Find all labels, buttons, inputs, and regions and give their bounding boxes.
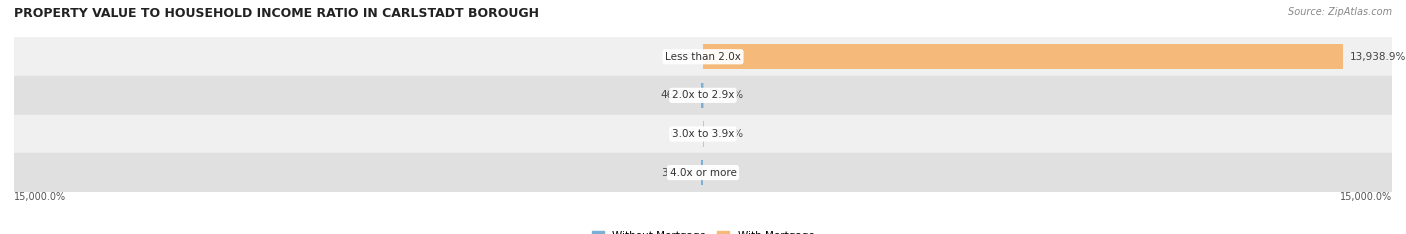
Text: 3.0x to 3.9x: 3.0x to 3.9x [672, 129, 734, 139]
Legend: Without Mortgage, With Mortgage: Without Mortgage, With Mortgage [588, 227, 818, 234]
Text: 4.0x or more: 4.0x or more [669, 168, 737, 178]
Text: Less than 2.0x: Less than 2.0x [665, 52, 741, 62]
Text: 9.7%: 9.7% [710, 168, 737, 178]
Bar [14, 37, 1392, 76]
Text: Source: ZipAtlas.com: Source: ZipAtlas.com [1288, 7, 1392, 17]
Text: 8.9%: 8.9% [669, 52, 696, 62]
Bar [703, 44, 1343, 69]
Bar [14, 153, 1392, 192]
Text: 46.8%: 46.8% [661, 90, 695, 100]
Text: 38.1%: 38.1% [661, 168, 695, 178]
Bar [14, 76, 1392, 115]
Text: 6.2%: 6.2% [669, 129, 696, 139]
Bar [700, 83, 703, 108]
Text: 15,000.0%: 15,000.0% [1340, 192, 1392, 202]
Text: 16.6%: 16.6% [710, 129, 744, 139]
Text: 11.6%: 11.6% [710, 90, 744, 100]
Bar [14, 115, 1392, 153]
Text: 15,000.0%: 15,000.0% [14, 192, 66, 202]
Text: 13,938.9%: 13,938.9% [1350, 52, 1406, 62]
Text: 2.0x to 2.9x: 2.0x to 2.9x [672, 90, 734, 100]
Text: PROPERTY VALUE TO HOUSEHOLD INCOME RATIO IN CARLSTADT BOROUGH: PROPERTY VALUE TO HOUSEHOLD INCOME RATIO… [14, 7, 538, 20]
Bar [702, 160, 703, 185]
